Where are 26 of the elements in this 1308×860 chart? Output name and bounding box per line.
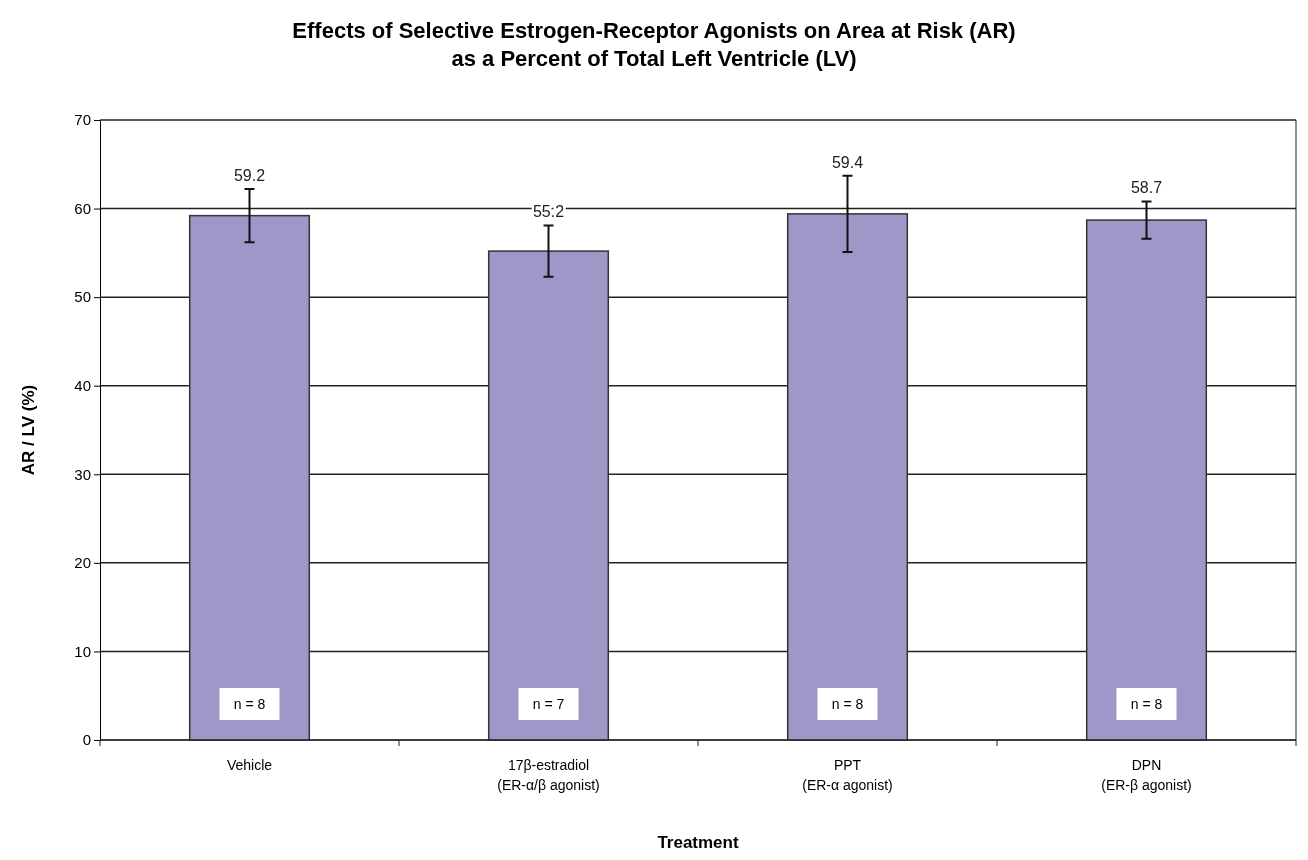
y-tick-label: 30 bbox=[74, 465, 91, 483]
annotation: n = 7 bbox=[532, 696, 565, 712]
annotation: n = 8 bbox=[233, 696, 266, 712]
y-tick-label: 70 bbox=[74, 111, 91, 129]
data-label: 58.7 bbox=[1130, 179, 1163, 197]
bar bbox=[786, 213, 909, 741]
bar bbox=[487, 250, 610, 741]
bar bbox=[1085, 219, 1208, 741]
annotation: n = 8 bbox=[831, 696, 864, 712]
y-tick-label: 0 bbox=[82, 731, 91, 749]
y-tick-label: 20 bbox=[74, 554, 91, 572]
x-tick-label: PPT (ER-α agonist) bbox=[802, 757, 893, 793]
data-label: 59.2 bbox=[233, 167, 266, 185]
x-tick-label: DPN (ER-β agonist) bbox=[1101, 757, 1192, 793]
y-tick-label: 50 bbox=[74, 288, 91, 306]
x-tick-label: Vehicle bbox=[226, 757, 273, 773]
annotation: n = 8 bbox=[1130, 696, 1163, 712]
y-axis-title: AR / LV (%) bbox=[19, 384, 38, 476]
chart-title: Effects of Selective Estrogen-Receptor Agonists on Area at Risk (AR) as a Percent of Total Left Ventricle (LV) bbox=[292, 18, 1016, 71]
x-axis-title: Treatment bbox=[657, 833, 739, 852]
x-tick-label: 17β-estradiol (ER-α/β agonist) bbox=[497, 757, 600, 793]
data-label: 59.4 bbox=[831, 153, 864, 171]
y-tick-label: 10 bbox=[74, 642, 91, 660]
y-tick-label: 60 bbox=[74, 199, 91, 217]
bar bbox=[188, 214, 311, 741]
y-tick-label: 40 bbox=[74, 377, 91, 395]
